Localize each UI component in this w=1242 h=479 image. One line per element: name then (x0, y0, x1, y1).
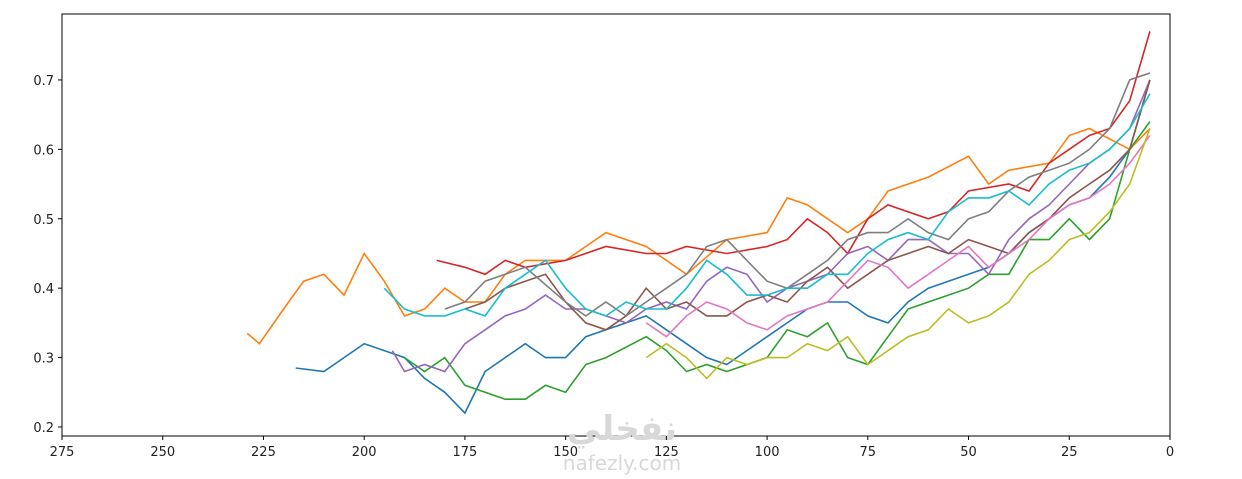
x-tick-label: 200 (352, 445, 377, 460)
series-line (464, 79, 1151, 331)
watermark-logo: نفخلي (567, 409, 677, 449)
y-tick-label: 0.2 (33, 421, 54, 436)
x-tick-label: 75 (860, 445, 877, 460)
y-tick-label: 0.3 (33, 352, 54, 367)
series-line (404, 121, 1151, 400)
y-tick-label: 0.6 (33, 143, 54, 158)
x-tick-label: 50 (960, 445, 977, 460)
series-line (246, 127, 1151, 345)
x-tick-label: 275 (50, 445, 75, 460)
series-line (645, 128, 1151, 380)
x-tick-label: 0 (1166, 445, 1174, 460)
plot-frame (61, 13, 1171, 437)
series-line (295, 79, 1151, 415)
y-tick-label: 0.4 (33, 282, 54, 297)
x-tick-label: 125 (654, 445, 679, 460)
y-tick-label: 0.5 (33, 213, 54, 228)
series-line (391, 79, 1151, 373)
series-line (444, 72, 1151, 317)
watermark-url: nafezly.com (563, 451, 681, 475)
x-tick-label: 225 (251, 445, 276, 460)
series-line (436, 31, 1151, 276)
x-tick-label: 100 (755, 445, 780, 460)
series-line (645, 135, 1151, 338)
x-tick-label: 250 (150, 445, 175, 460)
x-tick-label: 175 (452, 445, 477, 460)
series-line (383, 93, 1151, 317)
y-tick-label: 0.7 (33, 74, 54, 89)
x-tick-label: 25 (1061, 445, 1078, 460)
x-tick-label: 150 (553, 445, 578, 460)
